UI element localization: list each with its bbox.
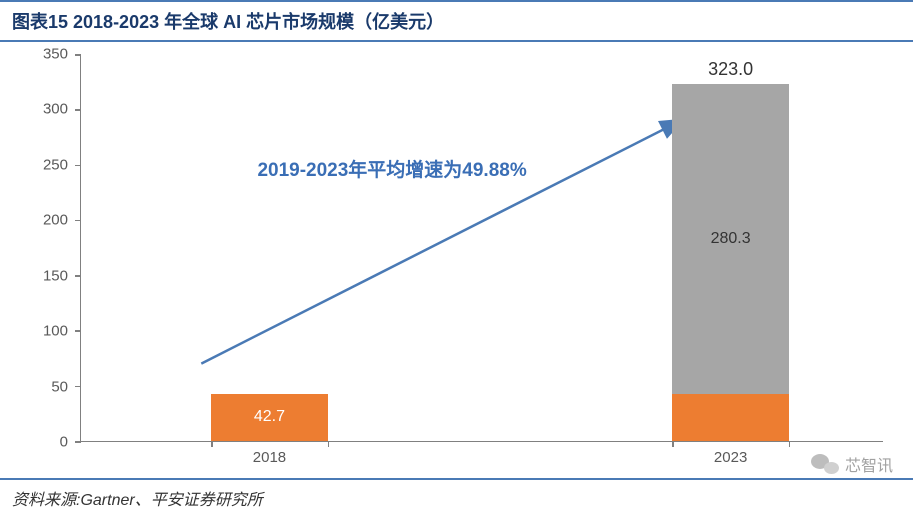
y-tick-mark bbox=[75, 441, 81, 443]
y-tick-mark bbox=[75, 330, 81, 332]
y-tick-label: 0 bbox=[60, 434, 68, 451]
source-footer: 资料来源:Gartner、平安证券研究所 bbox=[0, 478, 913, 516]
y-tick-mark bbox=[75, 275, 81, 277]
bar-segment: 42.7 bbox=[211, 394, 327, 441]
wechat-icon bbox=[811, 452, 839, 476]
y-tick-label: 200 bbox=[43, 212, 68, 229]
y-tick-mark bbox=[75, 220, 81, 222]
chart-title: 图表15 2018-2023 年全球 AI 芯片市场规模（亿美元） bbox=[0, 0, 913, 42]
bar-segment: 280.3 bbox=[672, 84, 788, 394]
bar-segment bbox=[672, 394, 788, 441]
watermark-text: 芯智讯 bbox=[845, 452, 893, 476]
y-tick-label: 50 bbox=[51, 378, 68, 395]
x-tick-mark bbox=[328, 441, 330, 447]
x-tick-mark bbox=[789, 441, 791, 447]
y-tick-label: 250 bbox=[43, 156, 68, 173]
x-tick-mark bbox=[211, 441, 213, 447]
x-tick-label: 2018 bbox=[253, 441, 286, 466]
x-tick-label: 2023 bbox=[714, 441, 747, 466]
y-tick-label: 350 bbox=[43, 46, 68, 63]
bar-value-label: 42.7 bbox=[211, 408, 327, 426]
bar-total-label: 323.0 bbox=[672, 59, 788, 80]
growth-annotation: 2019-2023年平均增速为49.88% bbox=[257, 155, 526, 182]
y-axis: 050100150200250300350 bbox=[30, 54, 80, 442]
chart-area: 050100150200250300350 2019-2023年平均增速为49.… bbox=[80, 54, 883, 442]
y-tick-mark bbox=[75, 386, 81, 388]
bar-value-label: 280.3 bbox=[672, 230, 788, 248]
plot-region: 2019-2023年平均增速为49.88% 42.72018280.3323.0… bbox=[80, 54, 883, 442]
y-tick-label: 300 bbox=[43, 101, 68, 118]
y-tick-mark bbox=[75, 165, 81, 167]
x-tick-mark bbox=[672, 441, 674, 447]
y-tick-mark bbox=[75, 109, 81, 111]
y-tick-mark bbox=[75, 54, 81, 56]
watermark: 芯智讯 bbox=[811, 452, 893, 476]
y-tick-label: 150 bbox=[43, 267, 68, 284]
y-tick-label: 100 bbox=[43, 323, 68, 340]
